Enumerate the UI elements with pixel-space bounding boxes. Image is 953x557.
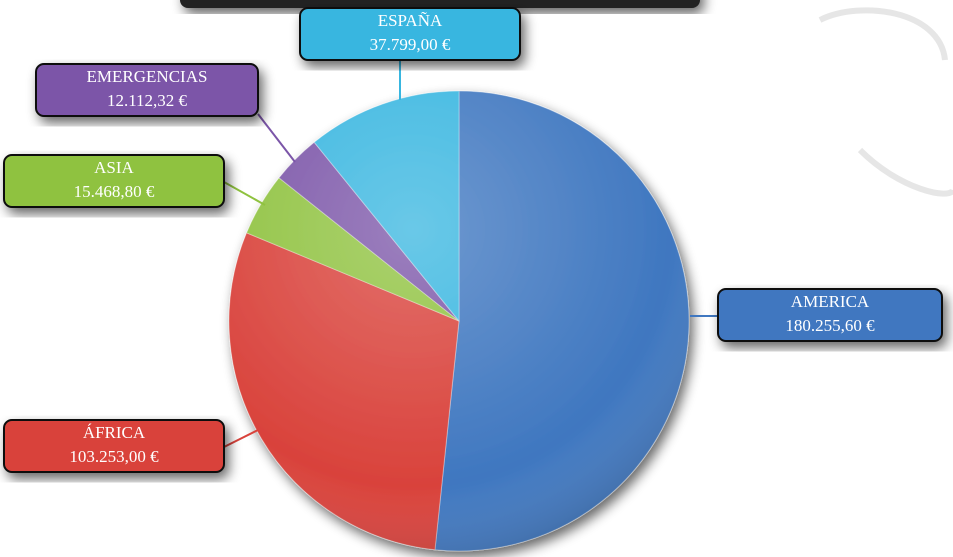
slice-label: ÁFRICA — [83, 423, 146, 442]
value-label: 15.468,80 € — [74, 182, 155, 201]
slice-label: EMERGENCIAS — [87, 67, 208, 86]
label-box — [3, 419, 225, 473]
value-label: 180.255,60 € — [785, 316, 875, 335]
label-box — [299, 7, 521, 61]
leader-line — [223, 181, 266, 206]
leader-line — [223, 429, 259, 448]
leader-line — [257, 113, 296, 163]
value-label: 103.253,00 € — [69, 447, 159, 466]
decoration — [818, 7, 953, 197]
label-box — [35, 63, 259, 117]
value-label: 12.112,32 € — [107, 91, 188, 110]
label-box — [3, 154, 225, 208]
slice-label: AMERICA — [791, 292, 870, 311]
slice-label: ASIA — [94, 158, 134, 177]
pie — [228, 90, 690, 552]
label-box — [717, 288, 943, 342]
gloss — [229, 91, 689, 551]
value-label: 37.799,00 € — [370, 35, 451, 54]
slice-label: ESPAÑA — [378, 11, 443, 30]
header-box — [180, 0, 700, 8]
